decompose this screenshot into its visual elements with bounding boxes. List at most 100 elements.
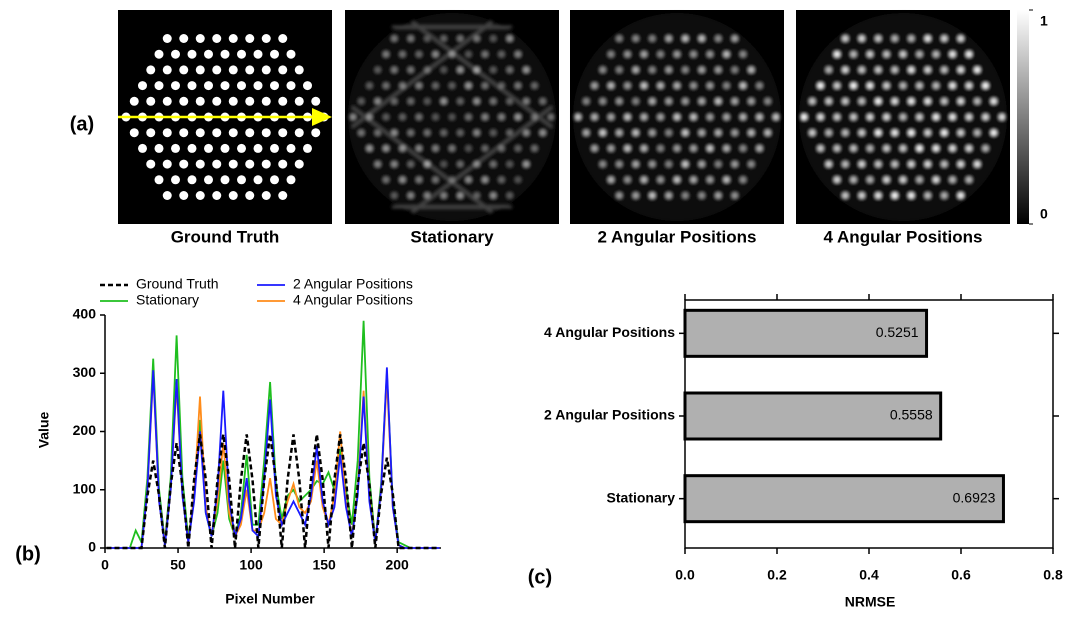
image-dot [212,65,221,74]
image-dot [851,51,857,57]
image-dot [715,193,721,199]
image-dot [666,36,672,42]
image-dot [740,51,746,57]
image-dot [724,83,730,89]
image-dot [867,177,873,183]
image-dot [245,65,254,74]
image-dot [441,193,447,199]
image-dot [715,67,721,73]
image-dot [408,98,414,104]
image-dot [715,98,721,104]
image-dot [196,128,205,137]
image-dot [245,160,254,169]
image-dot [433,51,439,57]
image-dot [616,36,622,42]
image-dot [155,175,164,184]
panel-label: (b) [15,543,41,565]
image-dot [851,114,857,120]
image-dot [908,130,914,136]
image-dot [433,114,439,120]
image-dot [490,67,496,73]
image-dot [400,177,406,183]
image-dot [958,67,964,73]
image-dot [592,145,598,151]
image-dot [966,145,972,151]
image-dot [499,83,505,89]
image-dot [682,161,688,167]
image-dot [262,97,271,106]
image-dot [666,161,672,167]
image-dot [416,114,422,120]
image-dot [457,98,463,104]
image-dot [950,83,956,89]
image-dot [212,34,221,43]
image-dot [900,145,906,151]
image-dot [408,130,414,136]
image-dot [765,98,771,104]
image-dot [424,36,430,42]
image-dot [188,144,197,153]
image-dot [941,98,947,104]
image-dot [499,177,505,183]
image-dot [311,97,320,106]
image-dot [196,160,205,169]
image-dot [146,128,155,137]
image-dot [699,36,705,42]
image-dot [875,98,881,104]
image-dot [950,145,956,151]
image-dot [408,67,414,73]
image-dot [699,193,705,199]
value-label: 0.5558 [890,407,933,423]
x-tick-label: 50 [170,557,186,573]
image-dot [600,98,606,104]
image-dot [163,97,172,106]
image-dot [391,161,397,167]
image-dot [163,160,172,169]
image-dot [179,128,188,137]
image-dot [999,114,1005,120]
image-dot [933,145,939,151]
image-dot [449,177,455,183]
image-dot [917,177,923,183]
page: (a) (b) (c) Pixel Number Value NRMSE Gro… [0,0,1075,617]
image-dot [941,161,947,167]
image-dot [424,98,430,104]
image-dot [715,130,721,136]
image-dot [171,81,180,90]
image-dot [532,83,538,89]
image-dot [466,177,472,183]
image-dot [245,128,254,137]
image-dot [146,160,155,169]
image-dot [892,193,898,199]
image-dot [884,114,890,120]
image-dot [925,98,931,104]
image-dot [649,130,655,136]
image-dot [155,144,164,153]
image-dot [724,145,730,151]
image-dot [523,130,529,136]
image-dot [892,130,898,136]
y-axis-title: Value [36,412,52,449]
image-dot [818,114,824,120]
image-dot [682,130,688,136]
x-tick-label: 0 [101,557,109,573]
image-dot [900,114,906,120]
image-dot [245,191,254,200]
legend-label: 2 Angular Positions [293,276,413,292]
image-dot [674,145,680,151]
image-dot [474,98,480,104]
image-dot [724,114,730,120]
image-dot [196,34,205,43]
image-dot [408,36,414,42]
x-tick-label: 150 [312,557,336,573]
image-dot [490,36,496,42]
image-dot [658,51,664,57]
image-dot [295,128,304,137]
image-dot [416,83,422,89]
image-dot [859,130,865,136]
image-dot [490,98,496,104]
image-dot [441,130,447,136]
image-dot [699,130,705,136]
image-dot [583,98,589,104]
image-dot [842,98,848,104]
